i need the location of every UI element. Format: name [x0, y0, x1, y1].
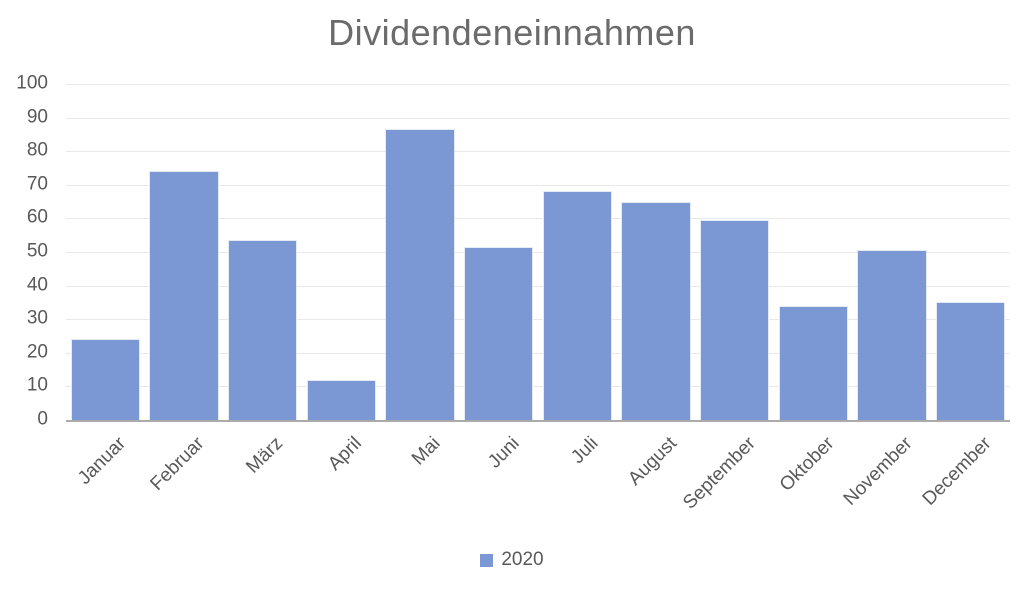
bar-märz — [228, 239, 298, 420]
chart-title: Dividendeneinnahmen — [328, 12, 696, 53]
bar-december — [936, 301, 1006, 420]
y-tick-label: 10 — [26, 374, 48, 396]
y-tick-label: 0 — [37, 408, 48, 430]
y-tick-label: 80 — [26, 139, 48, 161]
bar-juni — [464, 247, 534, 420]
x-axis-label: September — [678, 433, 760, 514]
y-tick-label: 40 — [26, 274, 48, 296]
bar-november — [857, 250, 927, 420]
bar-april — [306, 379, 376, 420]
x-axis-label: März — [242, 433, 288, 478]
x-axis-label: Juli — [567, 433, 603, 469]
x-axis-label: Februar — [146, 433, 209, 495]
plot-area — [66, 84, 1010, 422]
x-axis-label: August — [624, 433, 681, 490]
x-axis-label: December — [918, 433, 996, 510]
y-tick-label: 20 — [26, 341, 48, 363]
bar-august — [621, 201, 691, 420]
y-tick-label: 70 — [26, 173, 48, 195]
legend-label: 2020 — [501, 549, 544, 570]
legend: 2020 — [0, 549, 1024, 571]
gridline — [66, 319, 1010, 321]
y-tick-label: 30 — [26, 307, 48, 329]
y-tick-label: 100 — [16, 72, 48, 94]
gridline — [66, 117, 1010, 119]
y-tick-label: 90 — [26, 106, 48, 128]
x-axis-label: Januar — [74, 433, 131, 489]
gridline — [66, 218, 1010, 220]
y-tick-label: 60 — [26, 206, 48, 228]
bar-juli — [542, 190, 612, 420]
bar-september — [700, 220, 770, 420]
bar-januar — [70, 339, 140, 420]
gridline — [66, 84, 1010, 85]
bar-mai — [385, 129, 455, 420]
bar-februar — [149, 171, 219, 420]
x-axis-label: Juni — [484, 433, 524, 473]
x-axis-label: Oktober — [775, 433, 839, 496]
legend-marker — [480, 553, 494, 567]
gridline — [66, 352, 1010, 354]
gridline — [66, 285, 1010, 287]
gridline — [66, 386, 1010, 388]
y-tick-label: 50 — [26, 240, 48, 262]
gridline — [66, 184, 1010, 186]
x-axis-label: April — [324, 433, 367, 475]
x-axis-label: November — [840, 433, 917, 510]
gridline — [66, 151, 1010, 153]
gridline — [66, 252, 1010, 253]
bar-oktober — [778, 305, 848, 420]
x-axis-label: Mai — [408, 433, 445, 470]
